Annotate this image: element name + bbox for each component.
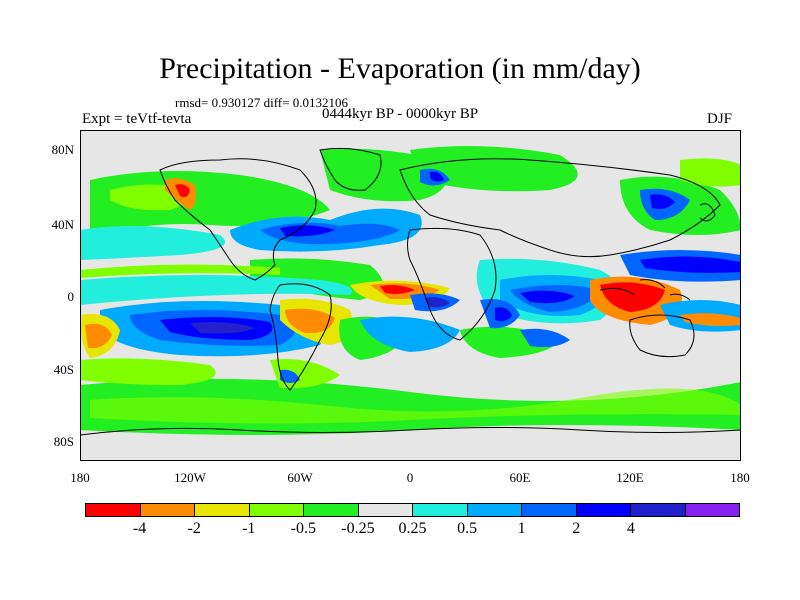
colorbar-label: 1 [517,520,526,537]
coastlines [80,147,741,436]
colorbar-label: -0.5 [290,520,316,537]
colorbar-swatch [140,504,195,516]
map-title: Precipitation - Evaporation (in mm/day) [159,52,641,85]
colorbar-swatch [576,504,631,516]
colorbar-swatch [86,504,141,516]
lon-tick-60e: 60E [509,470,531,485]
lat-tick-40n: 40N [51,217,74,232]
colorbar-swatch [413,504,468,516]
lon-tick-120e: 120E [616,470,644,485]
colorbar-swatch [358,504,413,516]
colorbar-label: -1 [242,520,256,537]
lat-tick-40s: 40S [53,362,74,377]
colorbar-swatch [249,504,304,516]
colorbar-label: 0.5 [457,520,478,537]
map-frame [80,130,741,461]
lat-tick-80s: 80S [53,434,74,449]
colorbar-swatch [195,504,250,516]
colorbar-swatch [522,504,577,516]
colorbar-swatch [467,504,522,516]
period-label: 0444kyr BP - 0000kyr BP [322,106,479,122]
lon-tick-180w: 180 [70,470,90,485]
colorbar-label: 0.25 [398,520,427,537]
world-map [80,130,741,461]
colorbar-swatch [685,504,739,516]
colorbar-swatch [304,504,359,516]
colorbar-label: -4 [132,520,147,537]
colorbar-label: 4 [626,520,635,537]
colorbar-label: -0.25 [341,520,375,537]
lon-tick-180e: 180 [730,470,750,485]
lon-tick-0: 0 [406,470,414,485]
colorbar [85,503,740,517]
lat-tick-0: 0 [67,289,75,304]
lat-tick-80n: 80N [51,142,74,157]
experiment-label: Expt = teVtf-tevta [82,111,192,127]
colorbar-swatch [631,504,686,516]
stats-label: rmsd= 0.930127 diff= 0.0132106 [175,95,348,110]
season-label: DJF [707,111,733,127]
lon-tick-120w: 120W [174,470,206,485]
lon-tick-60w: 60W [287,470,313,485]
colorbar-label: -2 [187,520,201,537]
colorbar-label: 2 [572,520,581,537]
precip-field [80,146,741,435]
